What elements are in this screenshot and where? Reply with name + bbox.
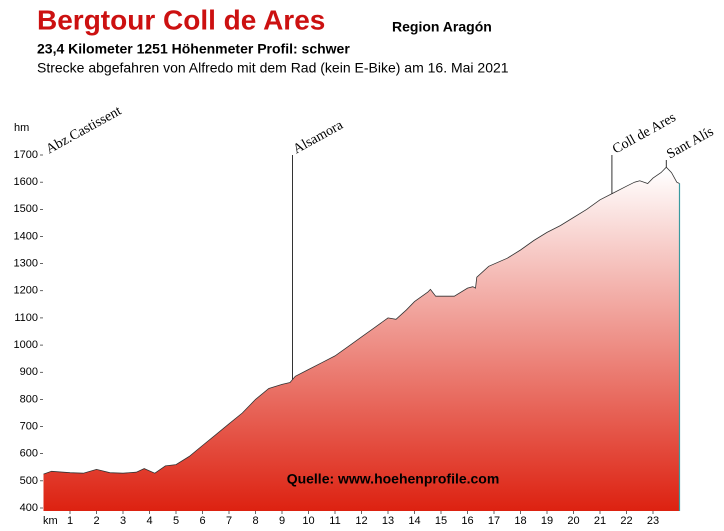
y-tick-label: 1600: [14, 176, 38, 188]
x-tick-label: 23: [647, 515, 659, 527]
x-tick-label: 3: [120, 515, 126, 527]
x-tick-label: 22: [620, 515, 632, 527]
y-tick-label: 1400: [14, 230, 38, 242]
x-tick-label: 4: [146, 515, 152, 527]
subtitle: 23,4 Kilometer 1251 Höhenmeter Profil: s…: [37, 41, 350, 57]
x-tick-label: 21: [594, 515, 606, 527]
y-tick-label: 1000: [14, 339, 38, 351]
x-axis-label: km: [43, 515, 58, 527]
x-tick-label: 1: [67, 515, 73, 527]
x-tick-label: 10: [302, 515, 314, 527]
x-tick-label: 9: [279, 515, 285, 527]
x-tick-label: 15: [435, 515, 447, 527]
area-fill: [43, 167, 680, 511]
y-tick-label: 1200: [14, 285, 38, 297]
annotation-label: Abz.Castissent: [44, 104, 124, 158]
x-tick-label: 18: [514, 515, 526, 527]
y-tick-label: 800: [20, 393, 38, 405]
y-tick-label: 700: [20, 420, 38, 432]
description: Strecke abgefahren von Alfredo mit dem R…: [37, 60, 509, 76]
y-tick-label: 500: [20, 475, 38, 487]
y-tick-label: 400: [20, 502, 38, 514]
y-axis-label: hm: [14, 122, 29, 134]
y-tick-label: 1300: [14, 258, 38, 270]
x-tick-label: 6: [199, 515, 205, 527]
y-tick-label: 900: [20, 366, 38, 378]
x-tick-label: 2: [93, 515, 99, 527]
annotation-label: Alsamora: [291, 117, 347, 157]
x-tick-label: 8: [252, 515, 258, 527]
x-tick-label: 17: [488, 515, 500, 527]
x-tick-label: 13: [382, 515, 394, 527]
y-tick-label: 1700: [14, 149, 38, 161]
profile-line: [43, 166, 680, 475]
x-tick-label: 7: [226, 515, 232, 527]
x-tick-label: 5: [173, 515, 179, 527]
annotation-label: Sant Alís: [664, 124, 716, 162]
source: Quelle: www.hoehenprofile.com: [287, 471, 500, 487]
x-tick-label: 19: [541, 515, 553, 527]
x-tick-label: 20: [567, 515, 579, 527]
y-tick-label: 1500: [14, 203, 38, 215]
x-tick-label: 16: [461, 515, 473, 527]
y-tick-label: 1100: [14, 312, 38, 324]
chart-title: Bergtour Coll de Ares: [37, 4, 325, 35]
x-tick-label: 12: [355, 515, 367, 527]
region: Region Aragón: [392, 19, 492, 35]
x-tick-label: 14: [408, 515, 420, 527]
y-tick-label: 600: [20, 448, 38, 460]
x-tick-label: 11: [329, 515, 340, 527]
